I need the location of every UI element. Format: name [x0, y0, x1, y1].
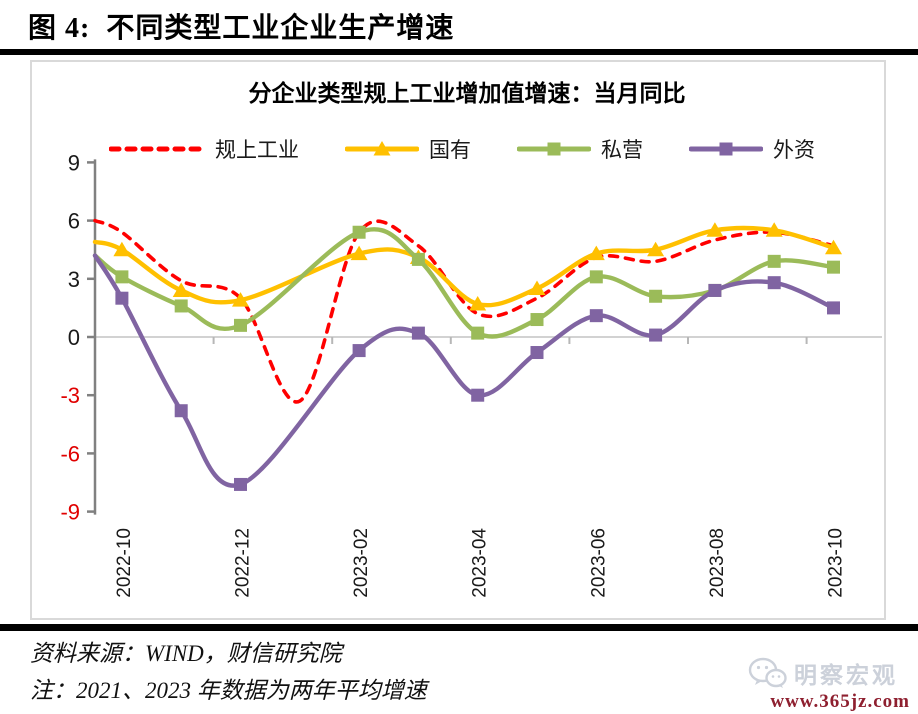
marker-私营 [174, 299, 188, 313]
marker-外资 [352, 344, 366, 358]
marker-国有 [113, 241, 131, 257]
legend-label: 国有 [429, 138, 471, 162]
title-divider-rule [0, 49, 918, 55]
series-line-外资 [92, 253, 836, 488]
legend-swatch-外资 [689, 142, 763, 156]
legend-item-国有: 国有 [345, 134, 471, 164]
marker-私营 [115, 270, 129, 284]
plot-svg: 9 6 3 0 -3 -6 -9 2022-10 2022-12 2023-02 2023-04 20… [60, 150, 882, 598]
marker-外资 [767, 276, 781, 290]
marker-外资 [589, 309, 603, 323]
footer-divider-rule [0, 624, 918, 631]
marker-国有 [172, 282, 190, 297]
y-tick-label: 0 [68, 325, 80, 350]
x-tick-label: 2023-06 [588, 528, 609, 598]
legend-item-外资: 外资 [689, 134, 815, 164]
marker-国有 [765, 222, 783, 237]
marker-私营 [767, 254, 781, 268]
marker-私营 [827, 260, 840, 274]
marker-外资 [530, 346, 544, 360]
legend-item-私营: 私营 [517, 134, 643, 164]
legend-label: 私营 [601, 138, 643, 162]
marker-国有 [647, 241, 665, 257]
legend-label: 规上工业 [215, 138, 299, 162]
y-tick-label: 9 [68, 150, 80, 175]
marker-外资 [174, 404, 188, 418]
legend-item-规上工业: 规上工业 [109, 134, 299, 164]
marker-外资 [649, 328, 663, 342]
legend-swatch-规上工业 [109, 146, 205, 152]
y-tick-label: 6 [68, 209, 80, 234]
marker-国有 [350, 245, 368, 261]
marker-外资 [234, 477, 247, 491]
x-tick-label: 2023-04 [470, 528, 491, 598]
marker-国有 [469, 296, 487, 311]
marker-外资 [471, 388, 485, 402]
legend-swatch-私营 [517, 142, 591, 156]
y-tick-label: 3 [68, 267, 80, 292]
marker-国有 [706, 222, 724, 237]
marker-私营 [352, 225, 366, 239]
watermark-brand: 明察宏观 [794, 662, 898, 688]
x-tick-label: 2022-12 [233, 528, 254, 598]
y-tick-label: -6 [60, 441, 80, 466]
chart-panel: 分企业类型规上工业增加值增速：当月同比 规上工业 国有 私营 外资 9 6 3 0 -3 -6 -… [30, 60, 886, 620]
marker-私营 [589, 270, 603, 284]
x-tick-label: 2022-10 [114, 528, 135, 598]
source-note: 资料来源：WIND，财信研究院 [30, 641, 342, 666]
x-tick-label: 2023-02 [351, 528, 372, 598]
series-line-私营 [92, 227, 836, 339]
marker-私营 [471, 326, 485, 340]
marker-私营 [234, 318, 247, 332]
legend-label: 外资 [773, 138, 815, 162]
y-tick-label: -3 [60, 383, 80, 408]
marker-国有 [528, 280, 546, 295]
data-note: 注：2021、2023 年数据为两年平均增速 [30, 678, 427, 703]
marker-外资 [827, 301, 840, 315]
y-tick-label: -9 [60, 500, 80, 525]
marker-私营 [411, 252, 425, 266]
x-tick-label: 2023-08 [707, 528, 728, 598]
series-line-规上工业 [93, 218, 836, 404]
wechat-icon [748, 657, 787, 688]
marker-外资 [115, 291, 129, 305]
page-title: 图 4: 不同类型工业企业生产增速 [28, 13, 455, 44]
marker-私营 [649, 289, 663, 303]
marker-国有 [825, 239, 842, 255]
marker-外资 [708, 283, 722, 297]
marker-国有 [232, 292, 249, 307]
marker-私营 [530, 313, 544, 327]
chart-legend: 规上工业 国有 私营 外资 [62, 134, 862, 164]
marker-国有 [587, 245, 605, 261]
watermark-url: www.365jz.com [770, 691, 910, 712]
x-tick-label: 2023-10 [826, 528, 847, 598]
legend-swatch-国有 [345, 141, 419, 156]
marker-外资 [411, 326, 425, 340]
chart-title: 分企业类型规上工业增加值增速：当月同比 [248, 81, 686, 106]
watermark: 明察宏观 www.365jz.com [748, 656, 910, 712]
